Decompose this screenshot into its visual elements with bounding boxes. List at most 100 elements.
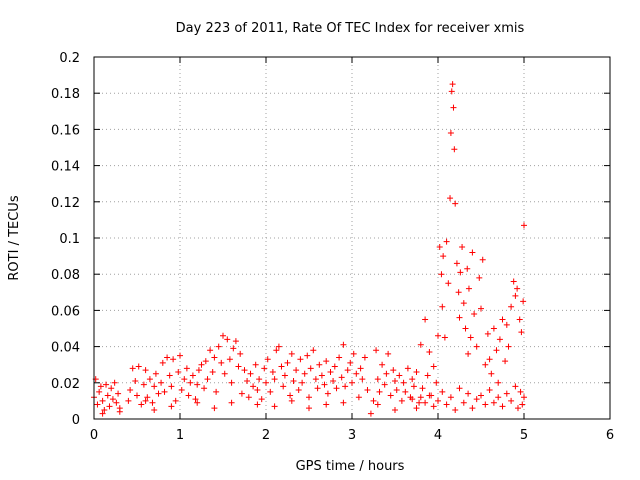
data-point [172,397,179,404]
data-point [460,300,467,307]
data-point [312,376,319,383]
data-point [168,383,175,390]
data-point [398,397,405,404]
x-tick-label: 4 [434,428,442,443]
data-point [467,334,474,341]
data-point [134,392,140,399]
data-point [264,356,271,363]
data-point [516,316,523,323]
data-point [161,388,168,395]
data-point [381,381,388,388]
data-point [438,271,445,278]
y-tick-label: 0.14 [51,160,80,175]
data-point [385,350,392,357]
data-point [207,347,214,354]
data-point [456,385,463,392]
data-point [518,329,525,336]
data-point [465,350,472,357]
data-point [357,365,364,372]
data-point [170,356,177,363]
data-point [400,379,407,386]
data-point [519,401,526,408]
data-point [422,399,429,406]
data-point [493,347,500,354]
data-point [301,370,308,377]
data-point [238,390,245,397]
data-point [350,350,357,357]
data-point [440,253,447,260]
data-point [439,303,446,310]
data-point [459,244,466,251]
data-point [195,367,202,374]
data-point [404,365,411,372]
data-point [201,385,208,392]
data-point [387,392,394,399]
data-point [478,392,484,399]
data-point [476,274,483,281]
data-point [278,363,285,370]
x-tick-label: 3 [348,428,356,443]
data-point [183,365,190,372]
data-point [252,361,259,368]
data-point [209,368,216,375]
data-point [486,387,493,394]
data-point [469,249,476,256]
data-points [91,81,527,417]
data-point [250,383,257,390]
data-point [228,379,235,386]
data-point [327,368,334,375]
data-point [441,334,448,341]
data-point [295,387,302,394]
data-point [505,343,512,350]
data-point [323,358,330,365]
data-point [116,408,123,415]
data-point [109,396,116,403]
data-point [430,363,437,370]
data-point [245,394,252,401]
data-point [254,387,261,394]
data-point [232,338,239,345]
data-point [486,356,493,363]
data-point [104,392,111,399]
data-point [99,410,106,417]
data-point [306,405,312,412]
data-point [198,361,205,368]
data-point [447,195,454,202]
data-point [97,383,104,390]
data-point [478,305,484,312]
data-point [275,343,282,350]
data-point [254,401,261,408]
data-point [258,396,265,403]
data-point [433,379,440,386]
data-point [175,368,182,375]
data-point [111,379,118,386]
data-point [512,292,519,299]
data-point [132,377,139,384]
data-point [96,388,103,395]
data-point [151,383,158,390]
data-point [413,368,420,375]
data-point [364,387,371,394]
data-point [457,269,464,276]
data-point [218,359,225,366]
data-point [402,388,409,395]
data-point [299,379,306,386]
y-tick-label: 0.1 [59,232,80,247]
data-point [103,381,110,388]
data-point [281,372,288,379]
data-point [367,410,374,417]
data-point [263,379,269,386]
y-tick-label: 0.02 [51,377,80,392]
data-point [514,285,521,292]
data-point [448,88,455,95]
data-point [436,244,443,251]
data-point [247,370,254,377]
data-point [204,376,211,383]
data-point [503,321,510,328]
data-point [465,390,472,397]
data-point [287,392,294,399]
x-axis-label: GPS time / hours [296,459,405,474]
data-point [149,399,156,406]
data-point [284,359,291,366]
data-point [155,390,162,397]
